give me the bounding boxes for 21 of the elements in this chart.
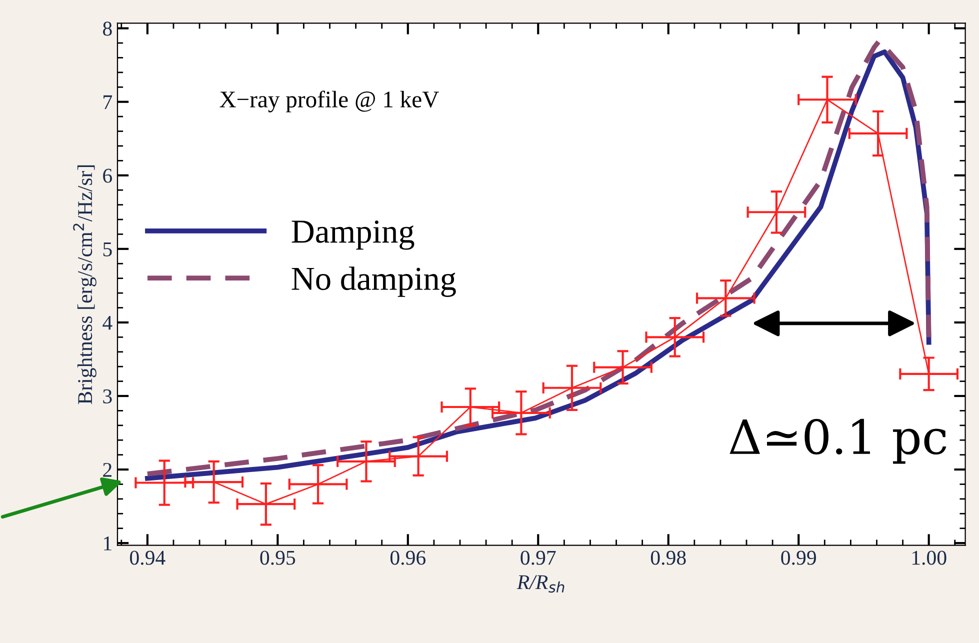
annotation: Δ≃0.1 pc xyxy=(730,418,946,464)
x-tick-label: 0.94 xyxy=(130,550,166,565)
y-tick-label: 6 xyxy=(103,168,112,183)
y-tick-label: 3 xyxy=(103,389,112,404)
legend-label: Damping xyxy=(292,220,414,250)
annotation: X−ray profile @ 1 keV xyxy=(220,90,439,112)
x-tick-label: 0.96 xyxy=(390,550,426,565)
x-tick-label: 0.99 xyxy=(781,550,816,565)
y-tick-label: 4 xyxy=(102,316,112,330)
x-tick-label: 1.00 xyxy=(912,550,946,565)
y-tick-label: 7 xyxy=(104,95,112,110)
legend-label: No damping xyxy=(292,266,456,297)
y-tick-label: 2 xyxy=(103,462,112,477)
y-axis-title: Brightness [erg/s/cm$^{2}$/Hz/sr] xyxy=(73,165,96,404)
y-tick-label: 1 xyxy=(104,536,112,550)
y-tick-label: 5 xyxy=(103,242,112,256)
x-axis-title: R/R$_{sh}$ xyxy=(516,575,564,593)
y-tick-label: 8 xyxy=(102,22,112,36)
x-tick-label: 0.97 xyxy=(520,550,556,565)
x-tick-label: 0.98 xyxy=(650,550,686,565)
x-tick-label: 0.95 xyxy=(260,550,296,565)
